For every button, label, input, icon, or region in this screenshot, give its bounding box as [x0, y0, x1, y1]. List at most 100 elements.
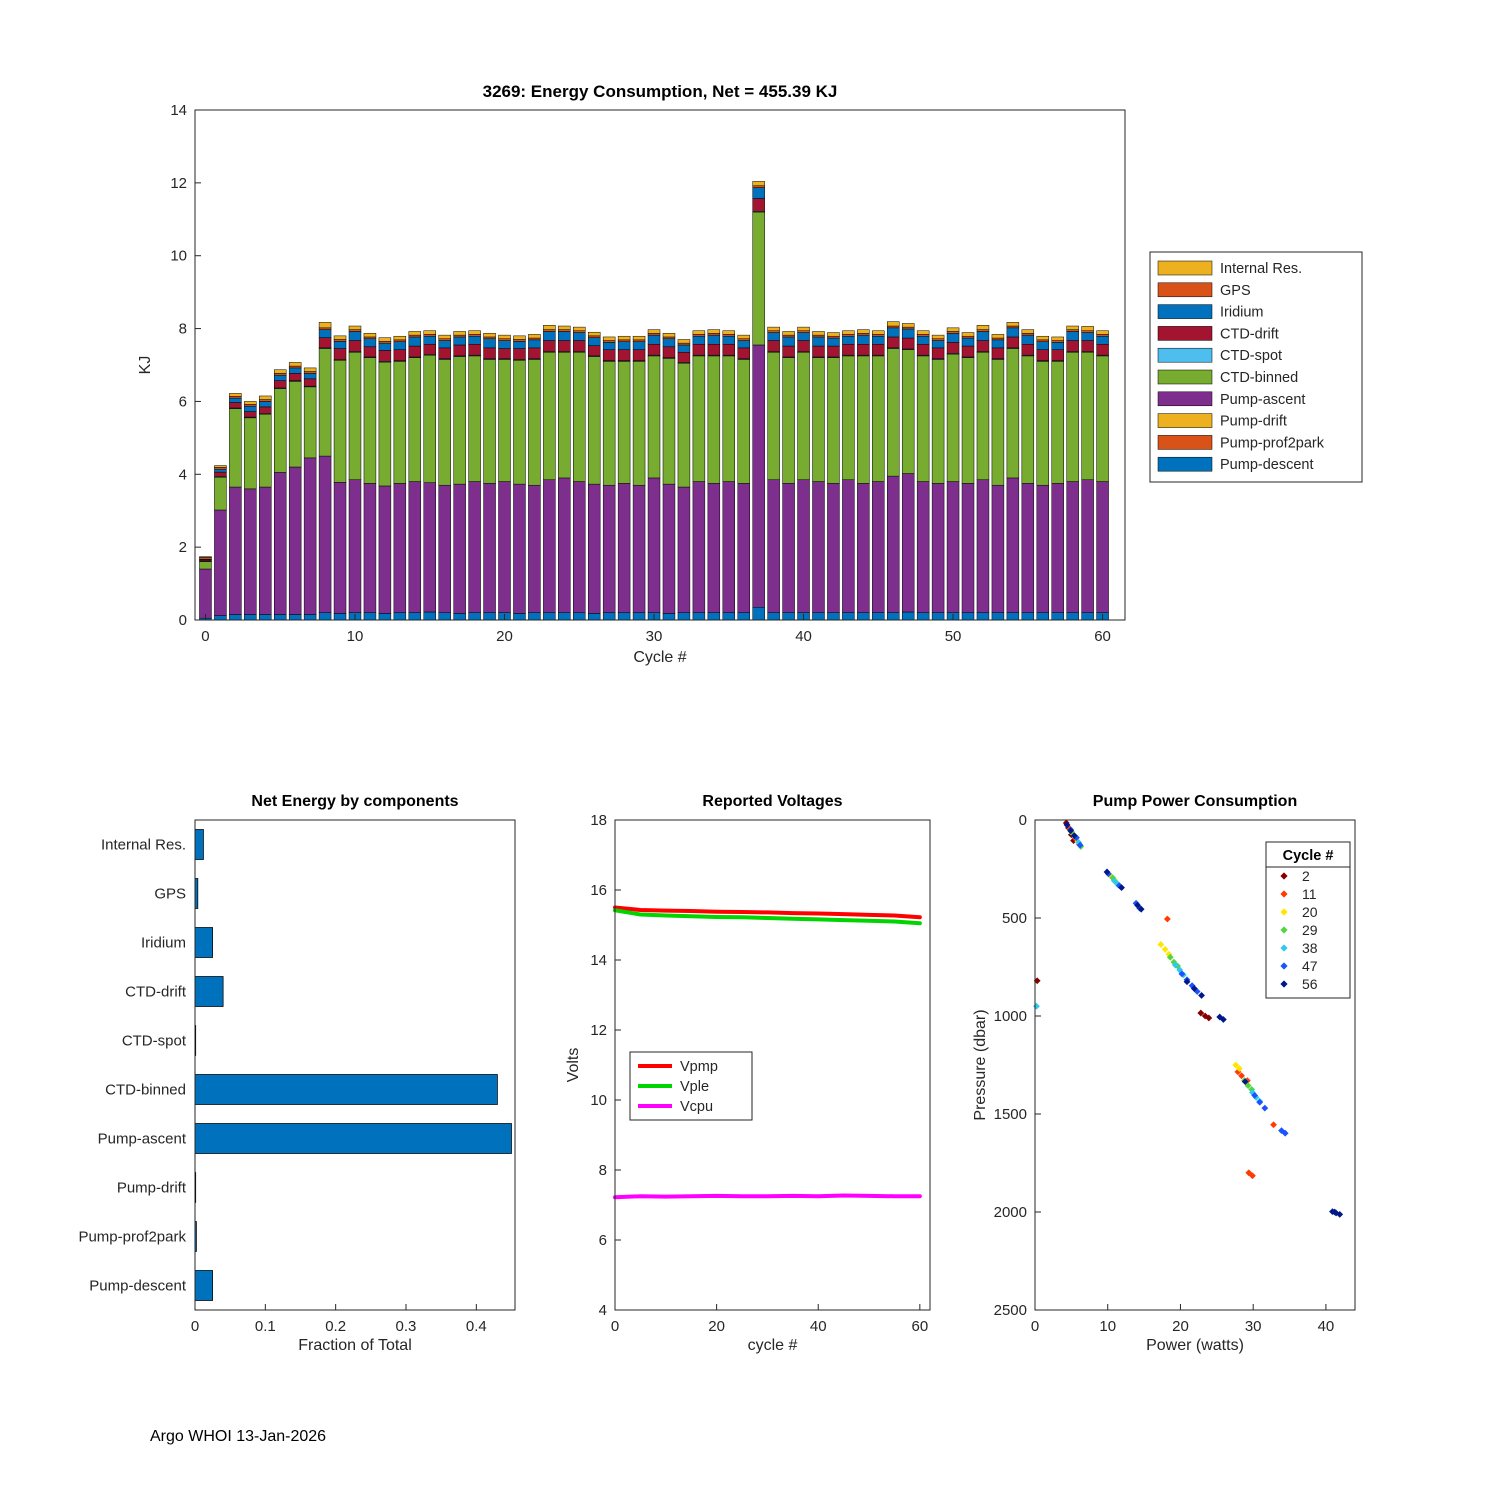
bar-segment-pump-descent — [707, 612, 721, 621]
bar-segment-pump-ascent — [812, 481, 825, 613]
bar-segment-internal-res — [931, 334, 945, 340]
bar-segment-pump-descent — [558, 612, 571, 621]
scatter-point — [1070, 832, 1078, 840]
bar-segment-internal-res — [916, 330, 930, 335]
bar-segment-iridium — [513, 341, 526, 349]
bar-segment-pump-ascent — [872, 481, 885, 613]
bar-segment-ctd-binned — [722, 355, 736, 482]
bar-segment-gps — [782, 334, 795, 338]
bar-segment-ctd-drift — [887, 336, 900, 349]
bar-segment-internal-res — [887, 321, 900, 327]
y-tick-label: 0 — [1019, 812, 1027, 829]
bar-segment-iridium — [991, 339, 1005, 349]
bar-segment-internal-res — [946, 327, 960, 332]
bar-segment-ctd-drift — [348, 340, 362, 352]
hbar-ctd-binned — [194, 1074, 498, 1105]
bar-segment-ctd-drift — [931, 347, 945, 360]
bar-segment-pump-ascent — [438, 484, 451, 613]
bar-segment-ctd-binned — [752, 211, 765, 346]
bar-segment-gps — [363, 336, 377, 340]
bar-segment-ctd-drift — [363, 346, 377, 358]
bar-segment-pump-ascent — [453, 483, 466, 614]
bar-segment-pump-ascent — [543, 479, 556, 613]
bar-segment-internal-res — [244, 401, 257, 405]
bar-segment-pump-descent — [1021, 612, 1035, 621]
scatter-point — [1183, 978, 1191, 986]
bar-segment-internal-res — [1006, 322, 1020, 327]
bar-segment-pump-descent — [692, 612, 706, 621]
legend-swatch-pump-ascent — [1157, 391, 1213, 407]
bar-segment-pump-ascent — [782, 483, 795, 613]
legend-label-cycle-56: 56 — [1302, 976, 1318, 992]
bar-segment-ctd-drift — [587, 345, 601, 357]
legend-marker-cycle-20 — [1280, 908, 1288, 916]
bar-segment-iridium — [946, 333, 960, 343]
bar-segment-pump-descent — [602, 612, 616, 621]
line-vple — [613, 908, 922, 926]
bar-segment-internal-res — [483, 333, 496, 338]
bar-segment-ctd-drift — [752, 198, 765, 212]
bar-segment-internal-res — [1021, 329, 1035, 334]
plot-box — [194, 819, 516, 1311]
legend-label-cycle-20: 20 — [1302, 904, 1318, 920]
bar-segment-pump-descent — [1051, 612, 1064, 621]
components-chart-title: Net Energy by components — [251, 793, 458, 810]
bar-segment-internal-res — [737, 334, 750, 340]
voltages-ylabel: Volts — [565, 1048, 582, 1083]
x-tick-label: 30 — [646, 628, 663, 645]
bar-segment-gps — [737, 338, 750, 341]
bar-segment-ctd-drift — [617, 349, 631, 361]
scatter-point — [1252, 1093, 1260, 1101]
legend-label-cycle-2: 2 — [1302, 868, 1310, 884]
bar-segment-ctd-binned — [707, 355, 721, 484]
scatter-point — [1073, 834, 1080, 842]
bar-segment-internal-res — [827, 332, 840, 337]
scatter-point — [1331, 1208, 1339, 1216]
bar-segment-gps — [1036, 339, 1049, 342]
bar-segment-ctd-drift — [288, 373, 302, 381]
legend-label-internal-res: Internal Res. — [1220, 261, 1302, 277]
bar-segment-internal-res — [333, 335, 347, 340]
bar-segment-pump-descent — [812, 612, 825, 621]
bar-segment-ctd-drift — [976, 340, 990, 352]
bar-segment-iridium — [842, 335, 855, 345]
bar-segment-ctd-binned — [423, 354, 436, 483]
bar-segment-internal-res — [273, 369, 287, 374]
bar-segment-internal-res — [842, 330, 855, 335]
bar-segment-iridium — [752, 187, 765, 199]
bar-segment-gps — [976, 329, 990, 332]
legend-marker-cycle-29 — [1280, 926, 1288, 934]
bar-segment-ctd-binned — [931, 359, 945, 484]
bar-segment-pump-descent — [513, 613, 526, 621]
bar-segment-pump-descent — [722, 612, 736, 621]
bar-segment-iridium — [587, 337, 601, 346]
bar-segment-gps — [303, 371, 317, 374]
bar-segment-ctd-binned — [827, 357, 840, 484]
bar-segment-ctd-drift — [647, 343, 661, 356]
scatter-point — [1070, 837, 1077, 844]
bar-segment-pump-descent — [901, 611, 915, 621]
bar-segment-ctd-drift — [214, 471, 227, 477]
bar-segment-internal-res — [647, 329, 661, 334]
bar-segment-ctd-drift — [244, 411, 257, 418]
bar-segment-pump-ascent — [961, 483, 975, 613]
legend-label-cycle-47: 47 — [1302, 958, 1318, 974]
x-tick-label: 20 — [708, 1318, 725, 1335]
bar-segment-iridium — [498, 340, 511, 349]
bar-segment-pump-ascent — [827, 483, 840, 613]
scatter-point — [1235, 1065, 1243, 1072]
bar-segment-gps — [229, 396, 242, 399]
bar-segment-ctd-binned — [632, 361, 646, 486]
bar-segment-gps — [438, 338, 451, 341]
bar-segment-pump-descent — [453, 613, 466, 621]
bar-segment-internal-res — [423, 330, 436, 335]
bar-segment-gps — [528, 337, 541, 341]
bar-segment-pump-descent — [378, 613, 392, 621]
bar-segment-ctd-binned — [857, 355, 870, 484]
bar-segment-ctd-binned — [1036, 361, 1049, 486]
bar-segment-ctd-binned — [812, 357, 825, 482]
bar-segment-iridium — [318, 329, 332, 338]
bar-segment-internal-res — [901, 323, 915, 328]
bar-segment-pump-ascent — [797, 479, 810, 613]
category-label-pump-descent: Pump-descent — [89, 1278, 187, 1295]
